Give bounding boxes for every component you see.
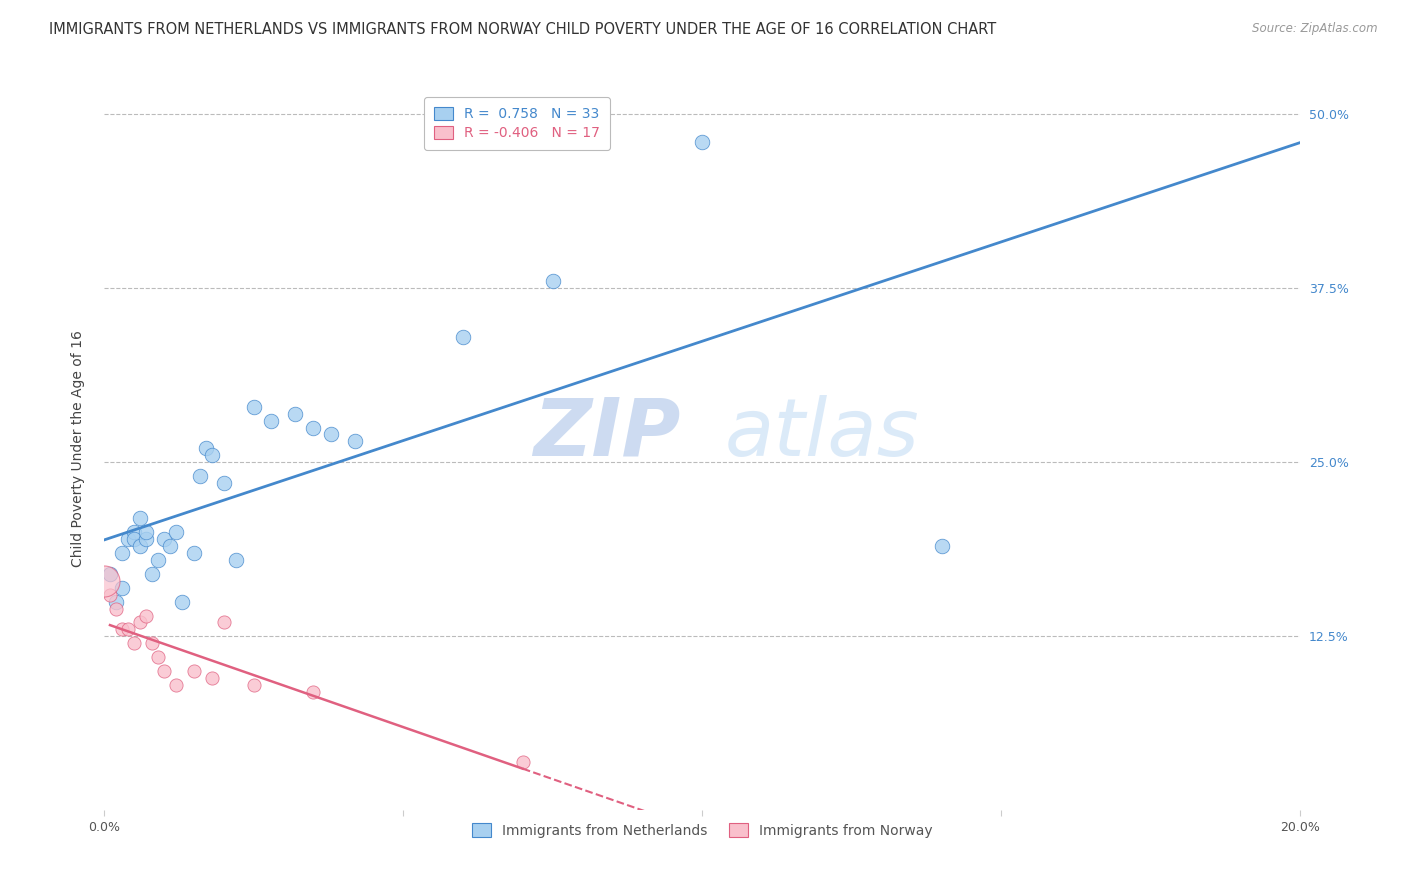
Immigrants from Netherlands: [165, 524, 187, 539]
Immigrants from Netherlands: [146, 553, 169, 567]
Immigrants from Netherlands: [122, 532, 145, 546]
Immigrants from Netherlands: [344, 434, 367, 449]
Immigrants from Netherlands: [201, 449, 224, 463]
Text: atlas: atlas: [724, 395, 920, 473]
Immigrants from Norway: [135, 608, 157, 623]
Legend: Immigrants from Netherlands, Immigrants from Norway: Immigrants from Netherlands, Immigrants …: [467, 818, 938, 843]
Immigrants from Netherlands: [122, 524, 145, 539]
Immigrants from Norway: [302, 685, 325, 699]
Immigrants from Netherlands: [188, 469, 211, 483]
Immigrants from Norway: [117, 623, 139, 637]
Immigrants from Netherlands: [141, 566, 163, 581]
Immigrants from Netherlands: [194, 442, 217, 456]
Point: [93, 574, 115, 588]
Immigrants from Netherlands: [225, 553, 247, 567]
Text: Source: ZipAtlas.com: Source: ZipAtlas.com: [1253, 22, 1378, 36]
Immigrants from Norway: [98, 588, 121, 602]
Immigrants from Netherlands: [212, 476, 235, 491]
Immigrants from Netherlands: [451, 330, 474, 344]
Immigrants from Netherlands: [321, 427, 343, 442]
Text: IMMIGRANTS FROM NETHERLANDS VS IMMIGRANTS FROM NORWAY CHILD POVERTY UNDER THE AG: IMMIGRANTS FROM NETHERLANDS VS IMMIGRANT…: [49, 22, 997, 37]
Immigrants from Netherlands: [242, 400, 264, 414]
Y-axis label: Child Poverty Under the Age of 16: Child Poverty Under the Age of 16: [72, 330, 86, 566]
Immigrants from Netherlands: [260, 413, 283, 427]
Immigrants from Netherlands: [690, 135, 713, 149]
Immigrants from Netherlands: [284, 407, 307, 421]
Text: ZIP: ZIP: [533, 395, 681, 473]
Immigrants from Norway: [122, 636, 145, 650]
Immigrants from Netherlands: [104, 594, 127, 608]
Immigrants from Netherlands: [170, 594, 193, 608]
Immigrants from Norway: [165, 678, 187, 692]
Immigrants from Netherlands: [302, 420, 325, 434]
Immigrants from Norway: [141, 636, 163, 650]
Immigrants from Norway: [153, 665, 176, 679]
Immigrants from Netherlands: [931, 539, 953, 553]
Immigrants from Netherlands: [135, 532, 157, 546]
Immigrants from Norway: [201, 671, 224, 685]
Immigrants from Norway: [212, 615, 235, 630]
Immigrants from Norway: [146, 650, 169, 665]
Immigrants from Netherlands: [128, 539, 150, 553]
Immigrants from Netherlands: [98, 566, 121, 581]
Immigrants from Norway: [512, 755, 534, 769]
Immigrants from Netherlands: [153, 532, 176, 546]
Immigrants from Norway: [183, 665, 205, 679]
Immigrants from Netherlands: [183, 546, 205, 560]
Immigrants from Netherlands: [117, 532, 139, 546]
Immigrants from Netherlands: [159, 539, 181, 553]
Immigrants from Norway: [104, 601, 127, 615]
Immigrants from Netherlands: [111, 581, 134, 595]
Immigrants from Netherlands: [111, 546, 134, 560]
Immigrants from Norway: [111, 623, 134, 637]
Immigrants from Netherlands: [128, 511, 150, 525]
Immigrants from Norway: [128, 615, 150, 630]
Immigrants from Norway: [242, 678, 264, 692]
Immigrants from Netherlands: [541, 274, 564, 288]
Immigrants from Netherlands: [135, 524, 157, 539]
